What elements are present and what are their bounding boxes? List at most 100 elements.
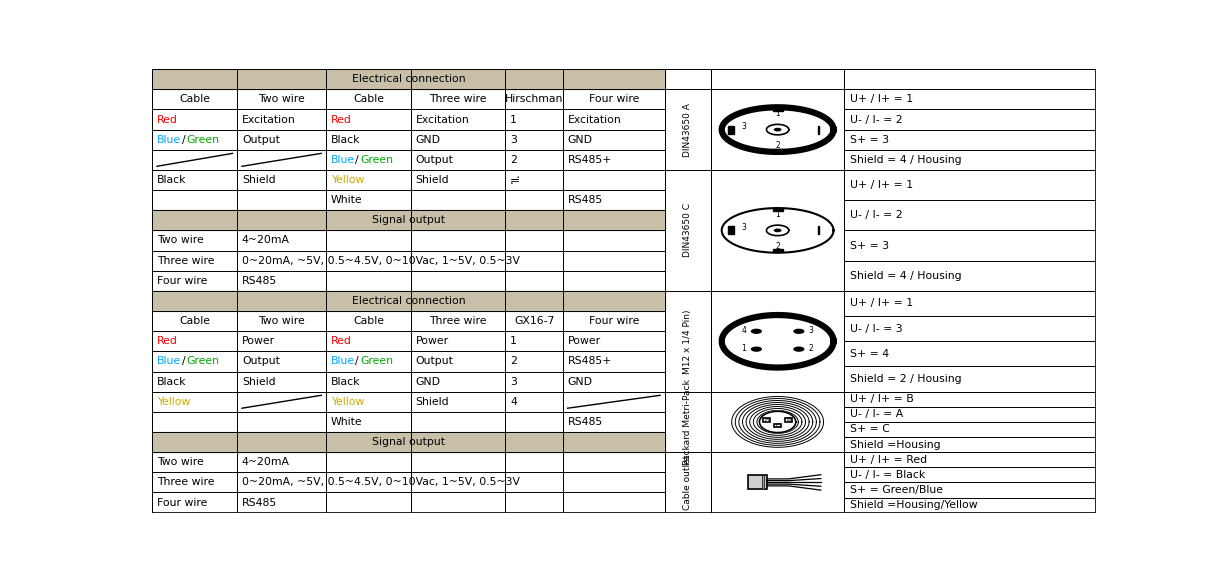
Text: Three wire: Three wire bbox=[429, 316, 487, 326]
Text: Electrical connection: Electrical connection bbox=[352, 296, 465, 306]
Text: Hirschman: Hirschman bbox=[505, 94, 563, 104]
Text: Cable: Cable bbox=[353, 94, 384, 104]
Text: 0~20mA, ~5V, 0.5~4.5V, 0~10Vac, 1~5V, 0.5~3V: 0~20mA, ~5V, 0.5~4.5V, 0~10Vac, 1~5V, 0.… bbox=[242, 478, 520, 487]
Text: S+ = 4: S+ = 4 bbox=[850, 349, 889, 359]
Text: Signal output: Signal output bbox=[371, 215, 445, 225]
Text: Shield =Housing/Yellow: Shield =Housing/Yellow bbox=[850, 500, 978, 510]
Text: 1: 1 bbox=[510, 115, 516, 124]
Text: RS485: RS485 bbox=[242, 498, 278, 507]
Text: Yellow: Yellow bbox=[330, 397, 364, 407]
Text: U+ / I+ = Red: U+ / I+ = Red bbox=[850, 454, 927, 465]
Text: Four wire: Four wire bbox=[588, 316, 639, 326]
Text: Two wire: Two wire bbox=[157, 457, 203, 467]
Text: Blue: Blue bbox=[330, 357, 354, 366]
Text: 4: 4 bbox=[742, 326, 747, 335]
Text: 4: 4 bbox=[510, 397, 516, 407]
Text: A: A bbox=[765, 418, 769, 422]
Text: Shield = 4 / Housing: Shield = 4 / Housing bbox=[850, 271, 961, 281]
Text: RS485+: RS485+ bbox=[568, 155, 611, 165]
Text: 1: 1 bbox=[742, 344, 747, 353]
Text: 3: 3 bbox=[510, 377, 516, 386]
Text: 2: 2 bbox=[809, 344, 814, 353]
Text: U- / I- = 2: U- / I- = 2 bbox=[850, 115, 903, 124]
Text: 2: 2 bbox=[775, 242, 780, 251]
Text: S+ = C: S+ = C bbox=[850, 425, 889, 434]
Text: ≓: ≓ bbox=[510, 173, 520, 187]
Text: C: C bbox=[776, 423, 780, 428]
Text: GND: GND bbox=[415, 377, 441, 386]
Bar bbox=[728, 226, 734, 234]
Text: Green: Green bbox=[361, 357, 393, 366]
Bar bbox=[817, 226, 820, 234]
Text: Shield: Shield bbox=[415, 397, 449, 407]
Text: Four wire: Four wire bbox=[157, 276, 207, 286]
Text: Power: Power bbox=[242, 336, 275, 346]
Bar bbox=[772, 149, 783, 151]
Text: Packard Metri-Pack: Packard Metri-Pack bbox=[683, 379, 693, 465]
Text: 3: 3 bbox=[809, 326, 814, 335]
Polygon shape bbox=[793, 347, 804, 352]
Text: DIN43650 C: DIN43650 C bbox=[683, 203, 693, 257]
Polygon shape bbox=[773, 128, 782, 131]
Text: 3: 3 bbox=[742, 223, 747, 232]
Text: GND: GND bbox=[568, 377, 593, 386]
Text: Shield = 2 / Housing: Shield = 2 / Housing bbox=[850, 374, 961, 384]
Polygon shape bbox=[760, 411, 795, 433]
Text: /: / bbox=[181, 357, 185, 366]
Text: Black: Black bbox=[157, 175, 186, 185]
Text: Three wire: Three wire bbox=[157, 478, 214, 487]
Text: U+ / I+ = 1: U+ / I+ = 1 bbox=[850, 94, 914, 104]
Text: Excitation: Excitation bbox=[242, 115, 296, 124]
Text: Power: Power bbox=[568, 336, 600, 346]
Text: 1: 1 bbox=[775, 109, 780, 118]
Text: Green: Green bbox=[361, 155, 393, 165]
Text: Yellow: Yellow bbox=[330, 175, 364, 185]
Text: Two wire: Two wire bbox=[258, 316, 304, 326]
Text: 3: 3 bbox=[510, 135, 516, 145]
Text: RS485+: RS485+ bbox=[568, 357, 611, 366]
Text: Shield = 4 / Housing: Shield = 4 / Housing bbox=[850, 155, 961, 165]
Text: Shield: Shield bbox=[242, 175, 275, 185]
Text: Excitation: Excitation bbox=[415, 115, 469, 124]
Text: Cable: Cable bbox=[179, 94, 211, 104]
Text: GND: GND bbox=[415, 135, 441, 145]
Text: Signal output: Signal output bbox=[371, 437, 445, 447]
Text: Red: Red bbox=[157, 115, 178, 124]
Text: Black: Black bbox=[330, 135, 361, 145]
Text: Shield: Shield bbox=[242, 377, 275, 386]
Text: U- / I- = A: U- / I- = A bbox=[850, 410, 903, 419]
Text: Power: Power bbox=[415, 336, 448, 346]
Bar bbox=[817, 126, 820, 134]
Text: Red: Red bbox=[330, 115, 352, 124]
Text: Output: Output bbox=[242, 357, 280, 366]
Text: U+ / I+ = 1: U+ / I+ = 1 bbox=[850, 298, 914, 309]
Text: DIN43650 A: DIN43650 A bbox=[683, 103, 693, 157]
Text: U+ / I+ = B: U+ / I+ = B bbox=[850, 394, 914, 404]
Text: Green: Green bbox=[186, 135, 219, 145]
Text: Blue: Blue bbox=[330, 155, 354, 165]
Text: U- / I- = 3: U- / I- = 3 bbox=[850, 324, 903, 334]
Polygon shape bbox=[750, 329, 762, 334]
Text: GX16-7: GX16-7 bbox=[514, 316, 554, 326]
Text: /: / bbox=[356, 155, 359, 165]
Text: Red: Red bbox=[157, 336, 178, 346]
Text: RS485: RS485 bbox=[242, 276, 278, 286]
Text: S+ = 3: S+ = 3 bbox=[850, 241, 889, 251]
Text: Black: Black bbox=[157, 377, 186, 386]
Text: Yellow: Yellow bbox=[157, 397, 190, 407]
Text: Two wire: Two wire bbox=[258, 94, 304, 104]
Text: Output: Output bbox=[242, 135, 280, 145]
Text: S+ = Green/Blue: S+ = Green/Blue bbox=[850, 485, 943, 495]
Bar bbox=[772, 249, 783, 252]
Text: 2: 2 bbox=[510, 155, 516, 165]
Text: 4~20mA: 4~20mA bbox=[242, 457, 290, 467]
Text: Green: Green bbox=[186, 357, 219, 366]
Text: Output: Output bbox=[415, 357, 453, 366]
Text: White: White bbox=[330, 195, 362, 205]
Text: M12 x 1/4 Pin): M12 x 1/4 Pin) bbox=[683, 309, 693, 373]
Text: 1: 1 bbox=[775, 210, 780, 219]
Text: RS485: RS485 bbox=[568, 195, 603, 205]
Text: Black: Black bbox=[330, 377, 361, 386]
Text: 0~20mA, ~5V, 0.5~4.5V, 0~10Vac, 1~5V, 0.5~3V: 0~20mA, ~5V, 0.5~4.5V, 0~10Vac, 1~5V, 0.… bbox=[242, 256, 520, 266]
Polygon shape bbox=[773, 229, 782, 232]
